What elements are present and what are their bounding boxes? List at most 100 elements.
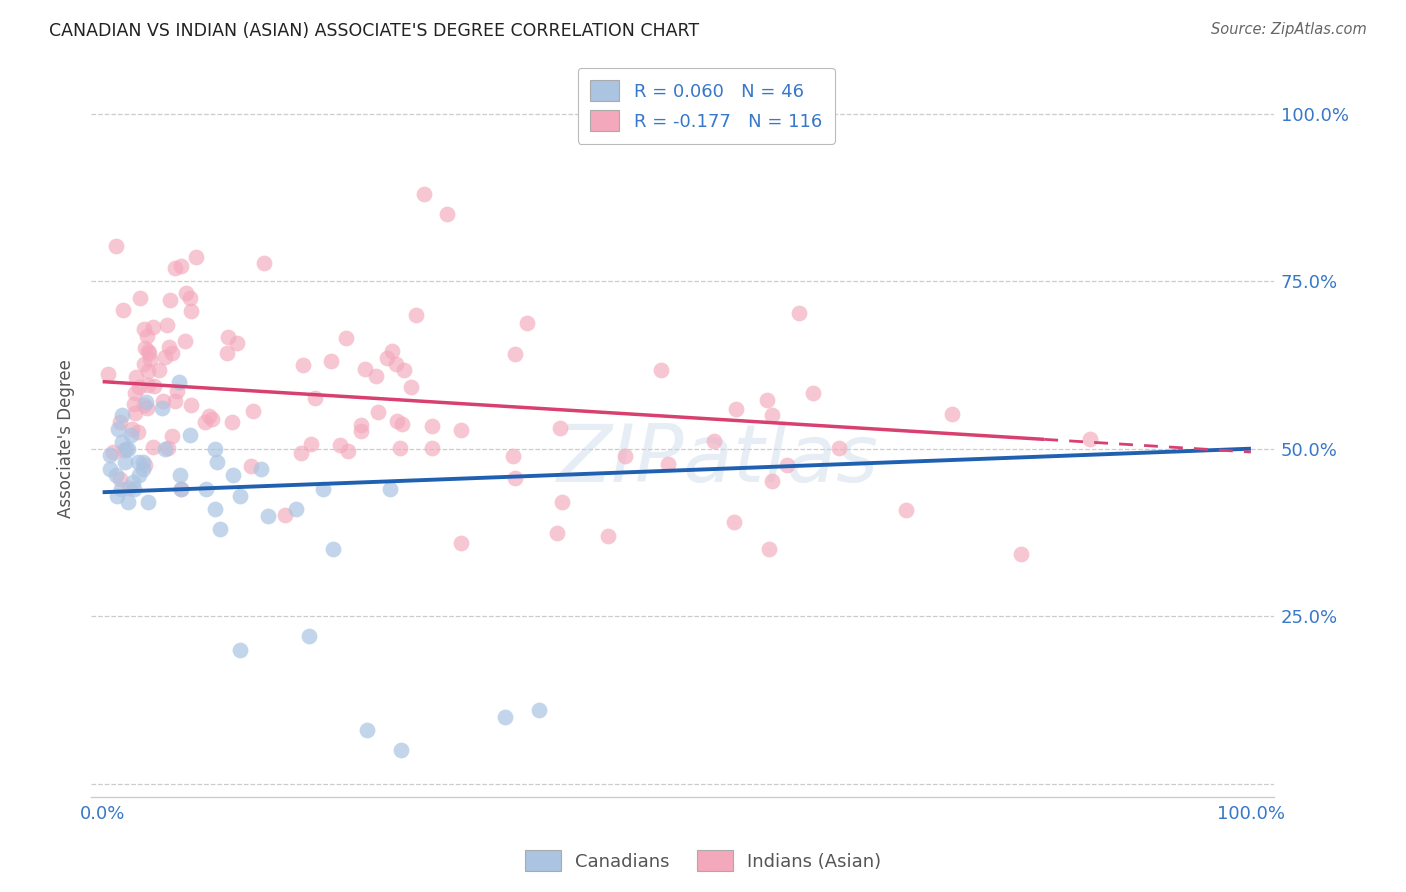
Point: [117, 481, 139, 495]
Point: [139, 352, 162, 367]
Point: [381, 343, 404, 358]
Point: [613, 449, 636, 463]
Point: [205, 455, 228, 469]
Text: ZIPatlas: ZIPatlas: [557, 421, 879, 500]
Point: [758, 542, 780, 557]
Point: [322, 542, 344, 557]
Point: [148, 363, 170, 377]
Point: [249, 462, 271, 476]
Point: [1010, 547, 1032, 561]
Point: [596, 529, 619, 543]
Text: CANADIAN VS INDIAN (ASIAN) ASSOCIATE'S DEGREE CORRELATION CHART: CANADIAN VS INDIAN (ASIAN) ASSOCIATE'S D…: [49, 22, 699, 40]
Point: [197, 409, 219, 423]
Point: [378, 482, 401, 496]
Point: [170, 259, 193, 273]
Point: [186, 250, 208, 264]
Point: [170, 482, 193, 496]
Point: [180, 304, 202, 318]
Point: [546, 526, 568, 541]
Point: [98, 449, 121, 463]
Point: [290, 446, 312, 460]
Point: [312, 482, 335, 496]
Point: [129, 291, 152, 305]
Point: [503, 471, 526, 485]
Point: [121, 422, 143, 436]
Point: [242, 404, 264, 418]
Point: [204, 502, 226, 516]
Point: [389, 743, 412, 757]
Point: [1078, 432, 1101, 446]
Point: [420, 419, 443, 434]
Point: [941, 407, 963, 421]
Point: [703, 434, 725, 449]
Y-axis label: Associate's Degree: Associate's Degree: [58, 359, 75, 518]
Point: [494, 710, 516, 724]
Point: [136, 363, 159, 377]
Point: [173, 334, 195, 349]
Point: [337, 444, 360, 458]
Point: [165, 393, 187, 408]
Point: [160, 429, 183, 443]
Point: [159, 340, 181, 354]
Point: [367, 405, 389, 419]
Point: [304, 392, 326, 406]
Point: [111, 434, 134, 449]
Point: [527, 703, 550, 717]
Point: [138, 346, 160, 360]
Point: [391, 417, 413, 431]
Point: [127, 455, 149, 469]
Point: [257, 508, 280, 523]
Point: [329, 438, 352, 452]
Point: [132, 462, 155, 476]
Point: [132, 357, 155, 371]
Point: [98, 462, 121, 476]
Point: [422, 441, 444, 455]
Point: [761, 474, 783, 488]
Point: [375, 351, 398, 366]
Point: [132, 322, 155, 336]
Point: [413, 187, 436, 202]
Point: [122, 482, 145, 496]
Point: [128, 380, 150, 394]
Point: [101, 444, 124, 458]
Point: [105, 489, 128, 503]
Point: [127, 425, 149, 440]
Point: [117, 442, 139, 456]
Point: [405, 308, 427, 322]
Point: [112, 442, 135, 457]
Point: [321, 353, 343, 368]
Point: [515, 316, 537, 330]
Point: [134, 458, 156, 472]
Point: [166, 384, 188, 399]
Point: [301, 437, 323, 451]
Point: [273, 508, 295, 523]
Point: [723, 516, 745, 530]
Point: [179, 291, 201, 305]
Point: [180, 398, 202, 412]
Point: [194, 482, 217, 496]
Point: [253, 256, 276, 270]
Point: [125, 370, 148, 384]
Point: [350, 417, 373, 432]
Point: [111, 303, 134, 318]
Point: [201, 412, 224, 426]
Point: [548, 421, 571, 435]
Legend: Canadians, Indians (Asian): Canadians, Indians (Asian): [517, 843, 889, 879]
Point: [756, 393, 779, 408]
Point: [828, 442, 851, 456]
Point: [240, 459, 263, 474]
Point: [165, 261, 187, 276]
Point: [217, 330, 239, 344]
Point: [776, 458, 799, 472]
Point: [107, 421, 129, 435]
Point: [285, 502, 308, 516]
Point: [392, 363, 415, 377]
Point: [152, 393, 174, 408]
Point: [104, 468, 127, 483]
Point: [551, 495, 574, 509]
Point: [450, 423, 472, 437]
Point: [142, 379, 165, 393]
Point: [226, 336, 249, 351]
Point: [124, 405, 146, 419]
Point: [385, 414, 408, 428]
